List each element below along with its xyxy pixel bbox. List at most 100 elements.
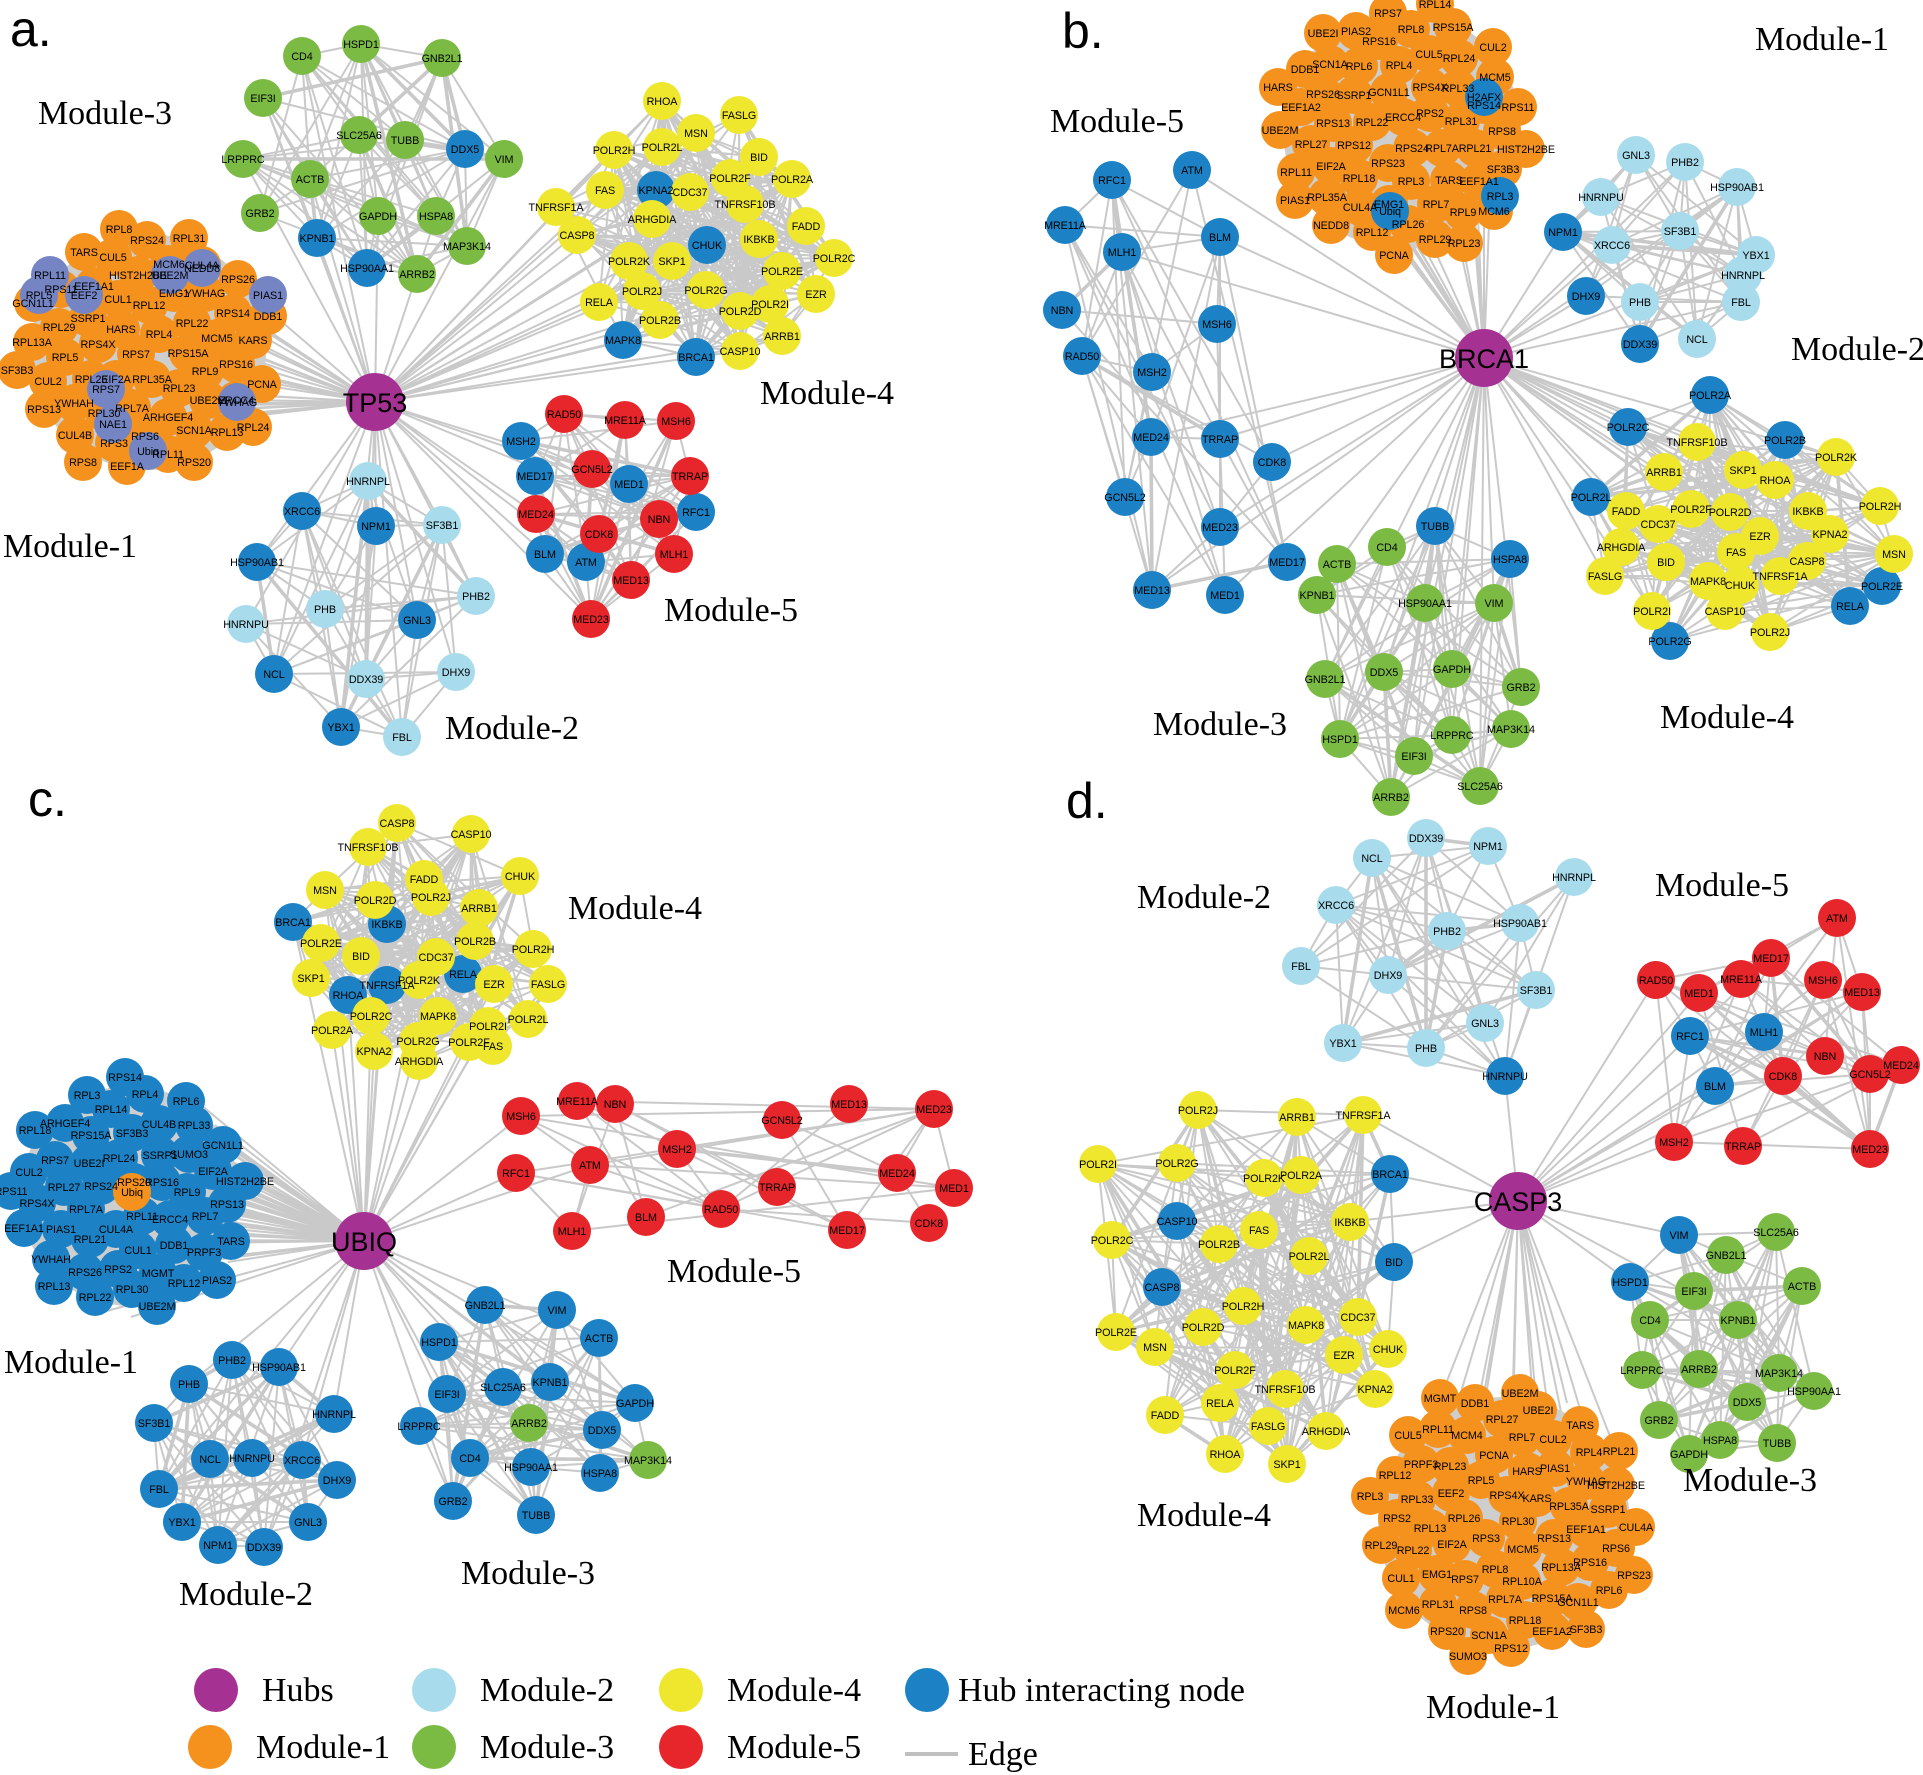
svg-text:RPS20: RPS20 — [177, 457, 211, 469]
svg-text:DDX39: DDX39 — [247, 1542, 281, 1554]
svg-text:ERCC4: ERCC4 — [152, 1214, 188, 1226]
svg-text:UBE2I: UBE2I — [1308, 28, 1339, 40]
svg-text:POLR2G: POLR2G — [1648, 636, 1691, 648]
svg-text:RPS4X: RPS4X — [20, 1198, 55, 1210]
svg-text:SCN1A: SCN1A — [176, 425, 212, 437]
svg-text:RPS3: RPS3 — [1472, 1533, 1500, 1545]
svg-text:CUL4A: CUL4A — [99, 1224, 134, 1236]
svg-text:POLR2L: POLR2L — [642, 142, 683, 154]
svg-text:POLR2A: POLR2A — [1689, 390, 1732, 402]
svg-text:POLR2D: POLR2D — [1182, 1322, 1225, 1334]
svg-text:MED23: MED23 — [1852, 1144, 1888, 1156]
svg-text:FBL: FBL — [392, 732, 412, 744]
svg-text:EIF3I: EIF3I — [434, 1389, 459, 1401]
svg-text:RPL3: RPL3 — [1398, 176, 1425, 188]
svg-text:POLR2F: POLR2F — [709, 173, 751, 185]
svg-text:RPL35A: RPL35A — [132, 374, 173, 386]
svg-text:NEDD8: NEDD8 — [184, 263, 220, 275]
svg-text:FAS: FAS — [595, 185, 615, 197]
svg-text:MED13: MED13 — [613, 575, 649, 587]
svg-text:RPL22: RPL22 — [79, 1292, 112, 1304]
svg-text:RPS3: RPS3 — [100, 438, 128, 450]
svg-text:RPL4: RPL4 — [146, 329, 173, 341]
svg-text:EEF1A1: EEF1A1 — [1566, 1524, 1606, 1536]
svg-text:ATM: ATM — [1826, 913, 1848, 925]
svg-text:CD4: CD4 — [459, 1453, 480, 1465]
svg-text:RPL18: RPL18 — [1509, 1615, 1542, 1627]
svg-text:MED23: MED23 — [1202, 522, 1238, 534]
svg-text:FASLG: FASLG — [531, 979, 565, 991]
svg-text:Module-3: Module-3 — [38, 95, 172, 132]
svg-text:HSP90AA1: HSP90AA1 — [504, 1462, 558, 1474]
svg-text:ARRB1: ARRB1 — [1646, 467, 1682, 479]
svg-text:BLM: BLM — [1209, 232, 1231, 244]
svg-text:NPM1: NPM1 — [203, 1540, 233, 1552]
svg-text:EMG1: EMG1 — [1374, 199, 1404, 211]
svg-text:EMG1: EMG1 — [1422, 1569, 1452, 1581]
svg-text:FASLG: FASLG — [1588, 571, 1622, 583]
svg-text:HSP90AA1: HSP90AA1 — [1787, 1386, 1841, 1398]
svg-text:CUL2: CUL2 — [15, 1167, 42, 1179]
svg-text:RPL13A: RPL13A — [1541, 1562, 1582, 1574]
svg-text:RPS8: RPS8 — [1459, 1605, 1487, 1617]
svg-text:RPL12: RPL12 — [168, 1278, 201, 1290]
svg-text:RPL30: RPL30 — [116, 1284, 149, 1296]
svg-text:ERCC4: ERCC4 — [1385, 112, 1421, 124]
svg-text:RPS12: RPS12 — [1494, 1643, 1528, 1655]
svg-text:HNRNPL: HNRNPL — [312, 1409, 356, 1421]
svg-text:TNFRSF1A: TNFRSF1A — [1336, 1110, 1392, 1122]
svg-text:HNRNPU: HNRNPU — [223, 619, 269, 631]
svg-text:VIM: VIM — [1670, 1230, 1689, 1242]
svg-text:RPS6: RPS6 — [131, 431, 159, 443]
svg-text:POLR2G: POLR2G — [1155, 1158, 1198, 1170]
svg-text:MED24: MED24 — [1883, 1060, 1919, 1072]
svg-text:EEF1A1: EEF1A1 — [74, 281, 114, 293]
svg-text:ATM: ATM — [575, 557, 597, 569]
svg-text:KPNA2: KPNA2 — [1358, 1384, 1393, 1396]
svg-text:ARRB1: ARRB1 — [461, 903, 497, 915]
svg-text:SSRP1: SSRP1 — [71, 313, 106, 325]
svg-text:ARHGDIA: ARHGDIA — [1597, 542, 1646, 554]
svg-text:MED17: MED17 — [1753, 953, 1789, 965]
svg-text:SKP1: SKP1 — [297, 973, 324, 985]
svg-text:RPS6: RPS6 — [1602, 1543, 1630, 1555]
svg-text:IKBKB: IKBKB — [743, 234, 774, 246]
svg-text:BID: BID — [1385, 1257, 1403, 1269]
svg-text:RPS11: RPS11 — [45, 284, 78, 296]
svg-text:Module-1: Module-1 — [256, 1729, 390, 1766]
svg-text:POLR2E: POLR2E — [1861, 581, 1903, 593]
svg-text:FASLG: FASLG — [722, 110, 756, 122]
svg-text:VIM: VIM — [1485, 598, 1504, 610]
svg-text:DDB1: DDB1 — [1461, 1398, 1489, 1410]
svg-text:NBN: NBN — [1814, 1051, 1837, 1063]
svg-text:LRPPRC: LRPPRC — [1430, 730, 1474, 742]
svg-text:RPL3: RPL3 — [74, 1090, 101, 1102]
svg-text:HSPA8: HSPA8 — [1493, 554, 1527, 566]
svg-text:EEF2: EEF2 — [1438, 1488, 1465, 1500]
svg-text:SF3B1: SF3B1 — [1520, 985, 1553, 997]
svg-text:CUL2: CUL2 — [1479, 42, 1506, 54]
svg-text:GRB2: GRB2 — [1644, 1415, 1673, 1427]
svg-text:Module-3: Module-3 — [480, 1729, 614, 1766]
svg-text:YWHAH: YWHAH — [31, 1254, 71, 1266]
svg-text:POLR2C: POLR2C — [1607, 422, 1650, 434]
svg-text:EIF2A: EIF2A — [1437, 1539, 1467, 1551]
svg-text:UBE2I: UBE2I — [74, 1158, 105, 1170]
svg-text:RPL12: RPL12 — [133, 300, 166, 312]
svg-text:KPNB1: KPNB1 — [1721, 1315, 1756, 1327]
svg-text:GAPDH: GAPDH — [1433, 664, 1471, 676]
svg-text:CDK8: CDK8 — [915, 1218, 943, 1230]
svg-text:RPL30: RPL30 — [88, 408, 121, 420]
svg-text:XRCC6: XRCC6 — [1318, 900, 1354, 912]
svg-text:GNB2L1: GNB2L1 — [422, 53, 463, 65]
svg-text:RPL9: RPL9 — [192, 366, 219, 378]
svg-text:CDC37: CDC37 — [1641, 519, 1676, 531]
svg-text:XRCC6: XRCC6 — [1594, 240, 1630, 252]
svg-text:YBX1: YBX1 — [327, 722, 354, 734]
svg-text:EIF3I: EIF3I — [250, 93, 275, 105]
svg-text:RPL23: RPL23 — [1434, 1461, 1467, 1473]
svg-text:RPS15A: RPS15A — [1532, 1593, 1574, 1605]
svg-text:POLR2L: POLR2L — [1571, 492, 1612, 504]
svg-text:RPL9: RPL9 — [174, 1187, 201, 1199]
svg-text:SLC25A6: SLC25A6 — [336, 130, 382, 142]
